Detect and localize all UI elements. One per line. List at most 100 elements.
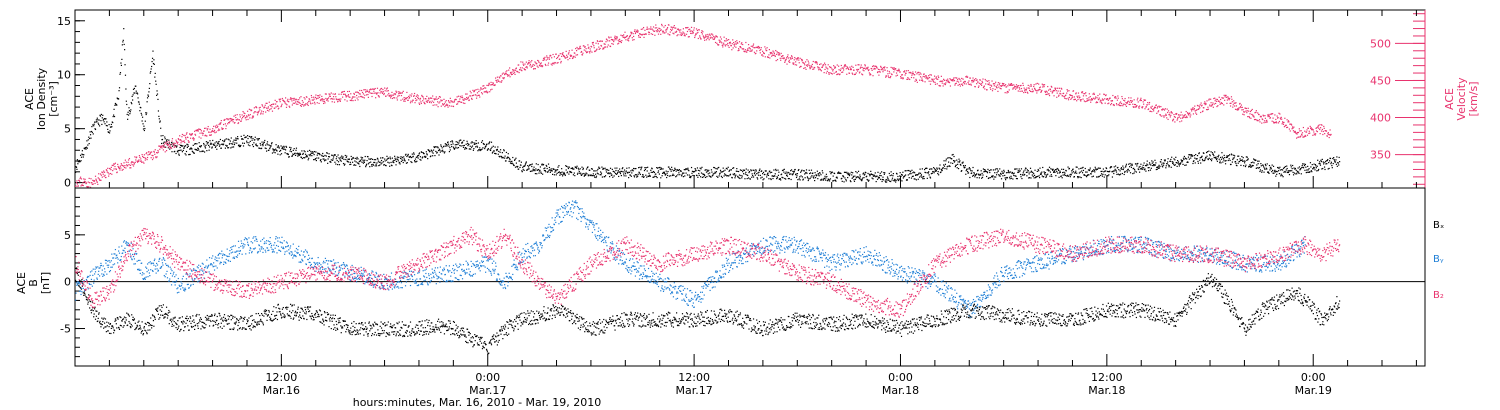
density-point — [1104, 170, 1106, 172]
velocity-point — [347, 94, 350, 96]
velocity-point — [762, 52, 765, 54]
density-point — [796, 175, 798, 177]
density-point — [1244, 165, 1247, 168]
density-point — [236, 142, 238, 144]
velocity-point — [938, 85, 941, 87]
velocity-point — [476, 95, 478, 97]
density-point — [847, 172, 850, 174]
velocity-point — [929, 74, 931, 76]
velocity-point — [904, 74, 906, 76]
velocity-point — [203, 127, 206, 129]
velocity-point — [1031, 88, 1033, 90]
velocity-point — [835, 71, 837, 73]
velocity-point — [274, 107, 276, 109]
velocity-point — [714, 41, 717, 44]
velocity-point — [993, 82, 995, 85]
velocity-point — [451, 100, 453, 102]
velocity-point — [428, 101, 431, 104]
velocity-point — [152, 155, 154, 157]
velocity-point — [1035, 90, 1037, 92]
velocity-point — [533, 67, 535, 70]
density-point — [907, 169, 909, 172]
velocity-point — [86, 186, 88, 188]
density-point — [983, 171, 985, 173]
velocity-point — [668, 24, 670, 26]
velocity-point — [800, 58, 803, 61]
density-point — [331, 154, 333, 157]
density-point — [132, 94, 134, 96]
velocity-point — [444, 105, 446, 108]
velocity-point — [120, 163, 122, 165]
density-point — [1231, 161, 1233, 163]
density-point — [466, 140, 468, 142]
velocity-point — [153, 150, 155, 153]
density-point — [637, 175, 639, 177]
density-point — [947, 165, 949, 167]
density-point — [852, 175, 855, 177]
density-point — [358, 163, 360, 165]
velocity-point — [587, 47, 589, 49]
density-point — [843, 171, 846, 173]
velocity-point — [852, 73, 854, 75]
density-point — [229, 142, 231, 145]
velocity-point — [620, 34, 622, 36]
density-point — [1301, 164, 1303, 167]
velocity-point — [580, 51, 582, 53]
velocity-point — [845, 65, 847, 67]
density-point — [866, 175, 868, 177]
density-point — [1268, 172, 1270, 175]
density-point — [179, 149, 181, 152]
density-point — [141, 114, 143, 116]
velocity-point — [318, 102, 320, 105]
density-point — [550, 168, 552, 170]
velocity-point — [944, 83, 946, 85]
density-point — [89, 137, 91, 140]
velocity-point — [92, 179, 94, 181]
velocity-point — [233, 115, 235, 117]
density-point — [116, 97, 118, 99]
velocity-point — [999, 82, 1001, 84]
density-point — [1291, 170, 1293, 172]
velocity-point — [405, 97, 408, 99]
density-point — [1264, 163, 1266, 165]
velocity-point — [448, 101, 450, 103]
density-point — [335, 163, 337, 165]
velocity-point — [201, 132, 203, 134]
density-point — [225, 144, 227, 146]
density-point — [676, 169, 679, 171]
density-point — [382, 157, 384, 159]
density-point — [801, 176, 804, 178]
velocity-point — [264, 106, 266, 108]
density-point — [377, 158, 379, 160]
velocity-point — [953, 77, 955, 79]
density-point — [698, 174, 700, 176]
density-point — [853, 179, 855, 181]
density-point — [1073, 176, 1076, 178]
density-point — [644, 167, 646, 169]
velocity-point — [532, 65, 534, 67]
velocity-point — [676, 30, 678, 32]
density-point — [1068, 167, 1071, 170]
velocity-point — [101, 171, 103, 173]
velocity-point — [804, 64, 806, 66]
density-point — [1183, 158, 1185, 161]
density-point — [146, 97, 149, 99]
velocity-point — [871, 69, 873, 71]
velocity-point — [440, 105, 442, 107]
density-point — [381, 162, 383, 164]
density-point — [248, 135, 250, 138]
velocity-point — [943, 78, 945, 80]
density-point — [918, 172, 920, 174]
velocity-point — [125, 161, 127, 163]
density-point — [1180, 162, 1182, 164]
velocity-point — [78, 179, 80, 181]
velocity-point — [999, 87, 1001, 89]
velocity-point — [377, 92, 379, 94]
velocity-point — [545, 64, 547, 67]
density-point — [469, 148, 471, 150]
density-point — [766, 174, 768, 176]
density-point — [256, 145, 258, 147]
velocity-point — [151, 151, 153, 153]
velocity-point — [494, 84, 496, 86]
density-point — [1231, 154, 1233, 156]
